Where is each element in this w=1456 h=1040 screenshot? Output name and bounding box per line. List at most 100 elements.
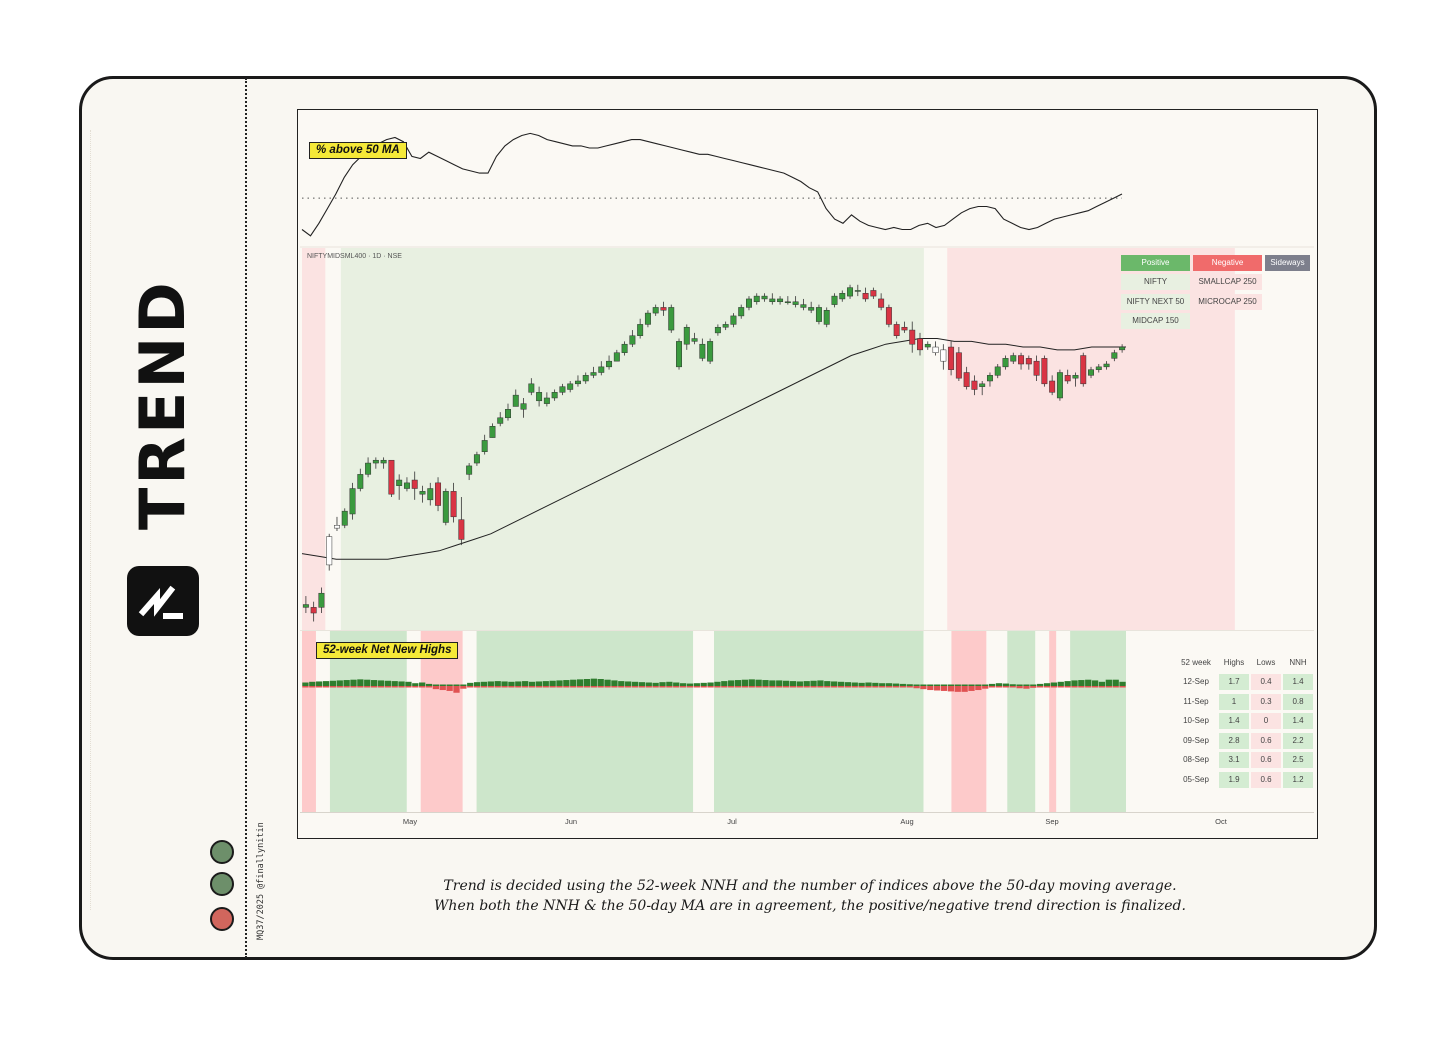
nnh-high-bar bbox=[439, 684, 446, 686]
nnh-high-bar bbox=[528, 681, 536, 686]
nnh-high-bar bbox=[789, 681, 797, 686]
nnh-high-bar bbox=[604, 679, 611, 686]
nnh-high-bar bbox=[590, 678, 597, 686]
nnh-low-bar bbox=[755, 686, 762, 688]
candle-body bbox=[450, 491, 457, 518]
nnh-high-bar bbox=[927, 684, 934, 686]
candle-body bbox=[520, 403, 527, 410]
nnh-low-bar bbox=[844, 686, 852, 688]
nnh-high-bar bbox=[892, 683, 900, 686]
candle-body bbox=[885, 307, 892, 325]
candle-body bbox=[940, 349, 947, 362]
nnh-table-cell: 09-Sep bbox=[1183, 735, 1209, 745]
nnh-low-bar bbox=[316, 686, 323, 688]
nnh-high-bar bbox=[899, 683, 906, 686]
nnh-table-cell: 12-Sep bbox=[1183, 677, 1209, 686]
candle-body bbox=[660, 307, 667, 311]
nnh-low-bar bbox=[686, 686, 694, 688]
nnh-high-bar bbox=[982, 684, 989, 686]
candle-body bbox=[784, 301, 791, 304]
nnh-low-bar bbox=[762, 686, 769, 688]
nnh-low-bar bbox=[501, 686, 508, 688]
candle-body bbox=[458, 519, 465, 540]
candle-body bbox=[971, 380, 978, 390]
candle-body bbox=[839, 293, 846, 300]
nnh-low-bar bbox=[1030, 686, 1037, 688]
nnh-high-bar bbox=[322, 681, 330, 686]
nnh-high-bar bbox=[542, 681, 549, 686]
candle-body bbox=[761, 295, 768, 300]
candle-body bbox=[388, 459, 395, 495]
nnh-high-bar bbox=[666, 681, 673, 686]
nnh-low-bar bbox=[542, 686, 549, 688]
candle-body bbox=[1025, 358, 1032, 365]
nnh-low-bar bbox=[302, 686, 309, 688]
x-tick-label: May bbox=[402, 817, 418, 826]
nnh-high-bar bbox=[549, 680, 556, 686]
nnh-low-bar bbox=[913, 686, 920, 689]
candle-body bbox=[334, 525, 340, 529]
candle-body bbox=[637, 324, 644, 336]
x-tick-label: Aug bbox=[900, 817, 914, 826]
nnh-high-bar bbox=[1119, 681, 1126, 686]
nnh-low-bar bbox=[906, 686, 913, 688]
nnh-high-bar bbox=[625, 681, 632, 686]
nnh-high-bar bbox=[391, 681, 398, 686]
nnh-low-bar bbox=[1112, 686, 1119, 688]
candle-body bbox=[380, 459, 387, 464]
nnh-low-bar bbox=[872, 686, 879, 688]
nnh-table-cell: 1.4 bbox=[1219, 713, 1249, 729]
nnh-high-bar bbox=[1050, 682, 1058, 686]
candle-body bbox=[473, 454, 480, 464]
nnh-high-bar bbox=[583, 679, 591, 686]
nnh-low-bar bbox=[803, 686, 810, 688]
nnh-high-bar bbox=[837, 681, 845, 686]
candle-body bbox=[326, 536, 333, 566]
candle-body bbox=[543, 397, 550, 404]
nnh-low-bar bbox=[1037, 686, 1044, 688]
nnh-table-cell: 2.8 bbox=[1219, 732, 1249, 749]
candle-body bbox=[1002, 358, 1009, 368]
nnh-table-cell: 1.9 bbox=[1219, 771, 1249, 788]
nnh-low-bar bbox=[631, 686, 639, 688]
nnh-high-bar bbox=[631, 681, 639, 686]
nnh-high-bar bbox=[824, 681, 831, 686]
candle-body bbox=[808, 307, 815, 311]
candle-body bbox=[1095, 366, 1102, 370]
nnh-low-bar bbox=[515, 686, 522, 688]
status-dot-red bbox=[210, 907, 234, 931]
nnh-high-bar bbox=[460, 684, 467, 686]
nnh-low-bar bbox=[851, 686, 858, 688]
nnh-low-bar bbox=[796, 686, 803, 688]
nnh-high-bar bbox=[707, 682, 714, 686]
candle-body bbox=[823, 310, 830, 325]
nnh-low-bar bbox=[817, 686, 824, 688]
nnh-low-bar bbox=[988, 686, 996, 688]
ma-panel-title: % above 50 MA bbox=[309, 142, 407, 159]
nnh-high-bar bbox=[501, 681, 508, 686]
nnh-table-cell: 08-Sep bbox=[1183, 755, 1209, 764]
nnh-low-bar bbox=[611, 686, 618, 688]
nnh-low-bar bbox=[398, 686, 405, 688]
nnh-low-bar bbox=[583, 686, 591, 688]
nnh-high-bar bbox=[954, 684, 961, 686]
nnh-high-bar bbox=[425, 683, 433, 686]
candle-body bbox=[831, 295, 838, 305]
nnh-low-bar bbox=[1057, 686, 1064, 688]
nnh-high-bar bbox=[975, 684, 982, 686]
candle-body bbox=[427, 488, 434, 501]
nnh-high-bar bbox=[721, 681, 728, 686]
candle-body bbox=[302, 604, 309, 608]
nnh-low-bar bbox=[467, 686, 474, 688]
nnh-high-bar bbox=[494, 681, 501, 686]
candle-body bbox=[862, 293, 869, 300]
candle-body bbox=[1018, 355, 1025, 365]
nnh-low-bar bbox=[357, 686, 364, 688]
nnh-low-bar bbox=[1098, 686, 1106, 688]
nnh-high-bar bbox=[480, 681, 488, 686]
symbol-label: NIFTYMIDSML400 · 1D · NSE bbox=[307, 253, 402, 260]
nnh-low-bar bbox=[508, 686, 515, 688]
nnh-low-bar bbox=[604, 686, 611, 688]
nnh-high-bar bbox=[1071, 680, 1078, 686]
